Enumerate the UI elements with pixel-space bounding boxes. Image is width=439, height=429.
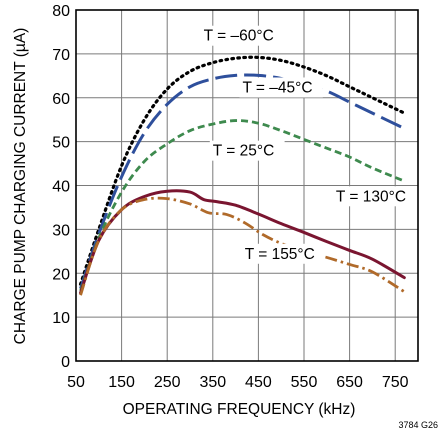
- y-axis-title: CHARGE PUMP CHARGING CURRENT (µA): [12, 28, 29, 345]
- series-line-0: [78, 55, 406, 286]
- tick-labels: 50 150 250 350 450 550 650 750 0 10 20 30 40 50 60 70 80: [52, 3, 408, 391]
- series-label: T = 155°C: [245, 246, 315, 263]
- y-tick-label: 10: [52, 310, 70, 327]
- x-tick-label: 250: [154, 374, 181, 391]
- y-tick-label: 50: [52, 135, 70, 152]
- series-label-bg: [239, 77, 323, 98]
- figure-id-annotation: 3784 G26: [398, 420, 438, 429]
- y-tick-label: 80: [52, 3, 70, 20]
- series-line-2: [79, 119, 405, 292]
- y-tick-label: 0: [61, 354, 70, 371]
- series-line-3: [79, 189, 406, 295]
- series-label: T = 130°C: [336, 188, 406, 205]
- y-tick-label: 20: [52, 266, 70, 283]
- x-tick-label: 750: [382, 374, 409, 391]
- x-tick-label: 650: [336, 374, 363, 391]
- x-tick-label: 50: [67, 374, 85, 391]
- series-labels: T = –60°C T = –45°C T = 25°C T = 130°C T = 1…: [200, 25, 417, 264]
- y-tick-label: 30: [52, 222, 70, 239]
- series-label-bg: [332, 186, 417, 207]
- x-tick-label: 550: [291, 374, 318, 391]
- x-axis-title: OPERATING FREQUENCY (kHz): [123, 401, 356, 418]
- x-tick-label: 450: [245, 374, 272, 391]
- y-tick-label: 60: [52, 91, 70, 108]
- y-tick-label: 40: [52, 179, 70, 196]
- series-label-bg: [200, 25, 285, 46]
- plot-frame: [75, 9, 419, 362]
- y-tick-label: 70: [52, 47, 70, 64]
- x-tick-label: 350: [199, 374, 226, 391]
- series-label-bg: [241, 243, 326, 264]
- series-line-1: [79, 73, 405, 290]
- data-series: [78, 55, 406, 296]
- x-tick-label: 150: [108, 374, 135, 391]
- series-label: T = –45°C: [242, 79, 312, 96]
- series-label-bg: [209, 140, 285, 161]
- series-label: T = 25°C: [213, 143, 274, 160]
- series-label: T = –60°C: [204, 28, 274, 45]
